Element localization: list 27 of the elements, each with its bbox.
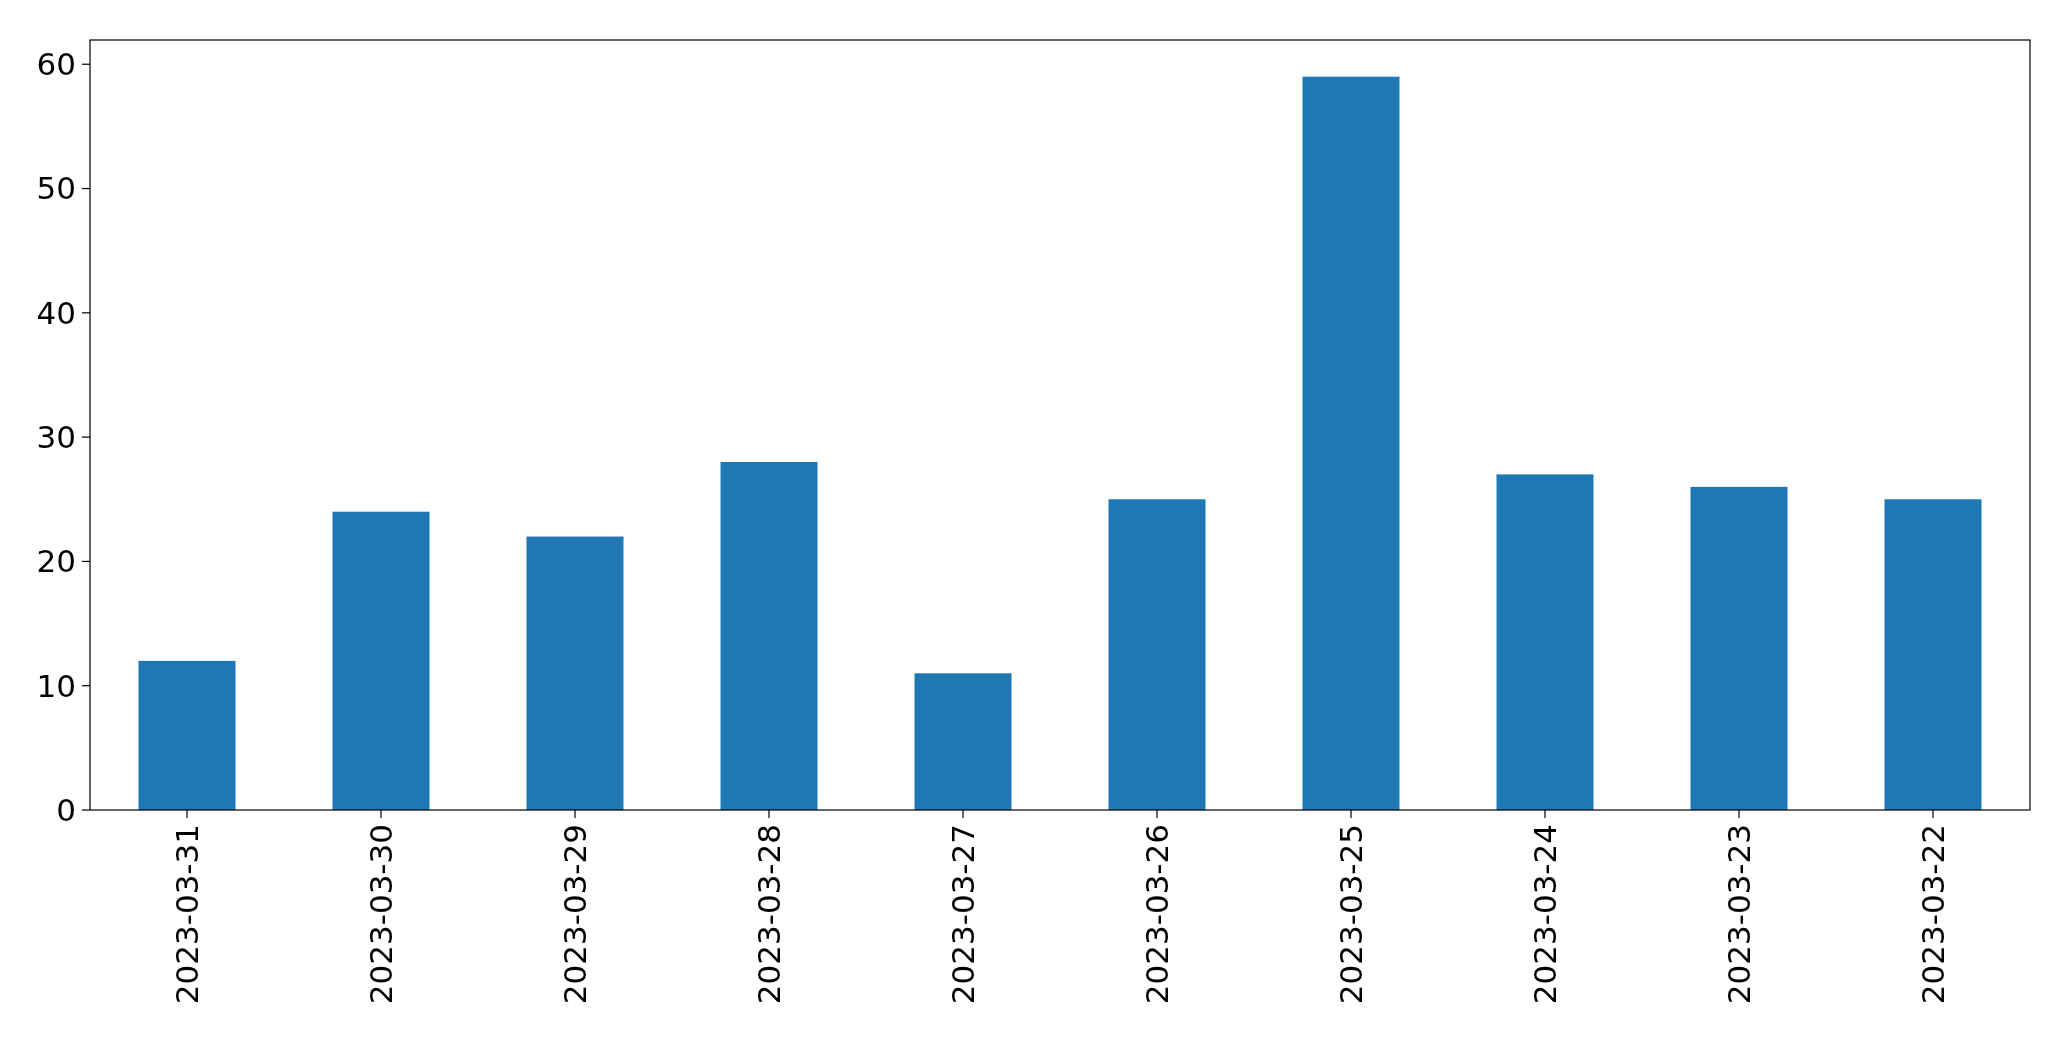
bar bbox=[1108, 499, 1206, 810]
x-tick-label: 2023-03-28 bbox=[750, 824, 787, 1005]
y-tick-label: 50 bbox=[36, 170, 76, 207]
y-tick-label: 30 bbox=[36, 418, 76, 455]
x-tick-label: 2023-03-25 bbox=[1332, 824, 1369, 1005]
x-tick-label: 2023-03-29 bbox=[556, 824, 593, 1005]
x-tick-label: 2023-03-30 bbox=[362, 824, 399, 1005]
bar bbox=[914, 673, 1012, 810]
bar bbox=[332, 511, 430, 810]
x-tick-label: 2023-03-23 bbox=[1720, 824, 1757, 1005]
bar bbox=[138, 660, 236, 810]
x-tick-label: 2023-03-24 bbox=[1526, 824, 1563, 1005]
bar bbox=[526, 536, 624, 810]
bar bbox=[1690, 486, 1788, 810]
bar bbox=[1496, 474, 1594, 810]
y-tick-label: 0 bbox=[56, 791, 76, 828]
x-tick-label: 2023-03-26 bbox=[1138, 824, 1175, 1005]
x-tick-label: 2023-03-27 bbox=[944, 824, 981, 1005]
x-tick-label: 2023-03-22 bbox=[1914, 824, 1951, 1005]
y-tick-label: 20 bbox=[36, 543, 76, 580]
bar bbox=[720, 461, 818, 810]
x-tick-label: 2023-03-31 bbox=[168, 824, 205, 1005]
y-tick-label: 40 bbox=[36, 294, 76, 331]
y-tick-label: 10 bbox=[36, 667, 76, 704]
bar bbox=[1884, 499, 1982, 810]
bar bbox=[1302, 76, 1400, 810]
y-tick-label: 60 bbox=[36, 46, 76, 83]
